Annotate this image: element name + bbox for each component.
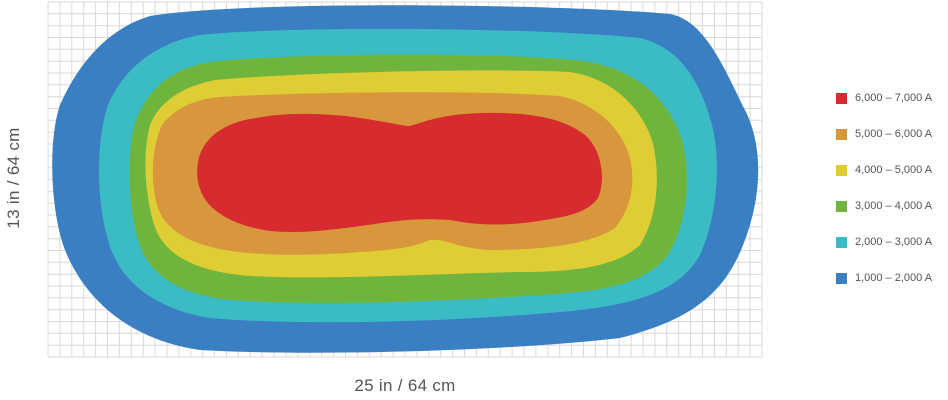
x-axis-label: 25 in / 64 cm	[354, 376, 456, 395]
legend-swatch	[836, 128, 847, 140]
legend-item: 6,000 – 7,000 A	[836, 80, 932, 116]
legend-swatch	[836, 164, 847, 176]
legend-item: 3,000 – 4,000 A	[836, 188, 932, 224]
contour-band-6000-7000	[197, 112, 602, 232]
legend-swatch	[836, 272, 847, 284]
legend-item: 1,000 – 2,000 A	[836, 260, 932, 296]
legend-label: 5,000 – 6,000 A	[855, 128, 933, 140]
contour-bands	[52, 5, 759, 353]
legend: 6,000 – 7,000 A 5,000 – 6,000 A 4,000 – …	[836, 80, 932, 296]
legend-label: 1,000 – 2,000 A	[855, 272, 933, 284]
legend-label: 6,000 – 7,000 A	[855, 92, 933, 104]
legend-item: 5,000 – 6,000 A	[836, 116, 932, 152]
legend-label: 2,000 – 3,000 A	[855, 236, 933, 248]
legend-label: 4,000 – 5,000 A	[855, 164, 933, 176]
legend-swatch	[836, 200, 847, 212]
legend-item: 2,000 – 3,000 A	[836, 224, 932, 260]
y-axis-label: 13 in / 64 cm	[4, 127, 23, 229]
legend-item: 4,000 – 5,000 A	[836, 152, 932, 188]
legend-swatch	[836, 236, 847, 248]
legend-swatch	[836, 92, 847, 104]
legend-label: 3,000 – 4,000 A	[855, 200, 933, 212]
